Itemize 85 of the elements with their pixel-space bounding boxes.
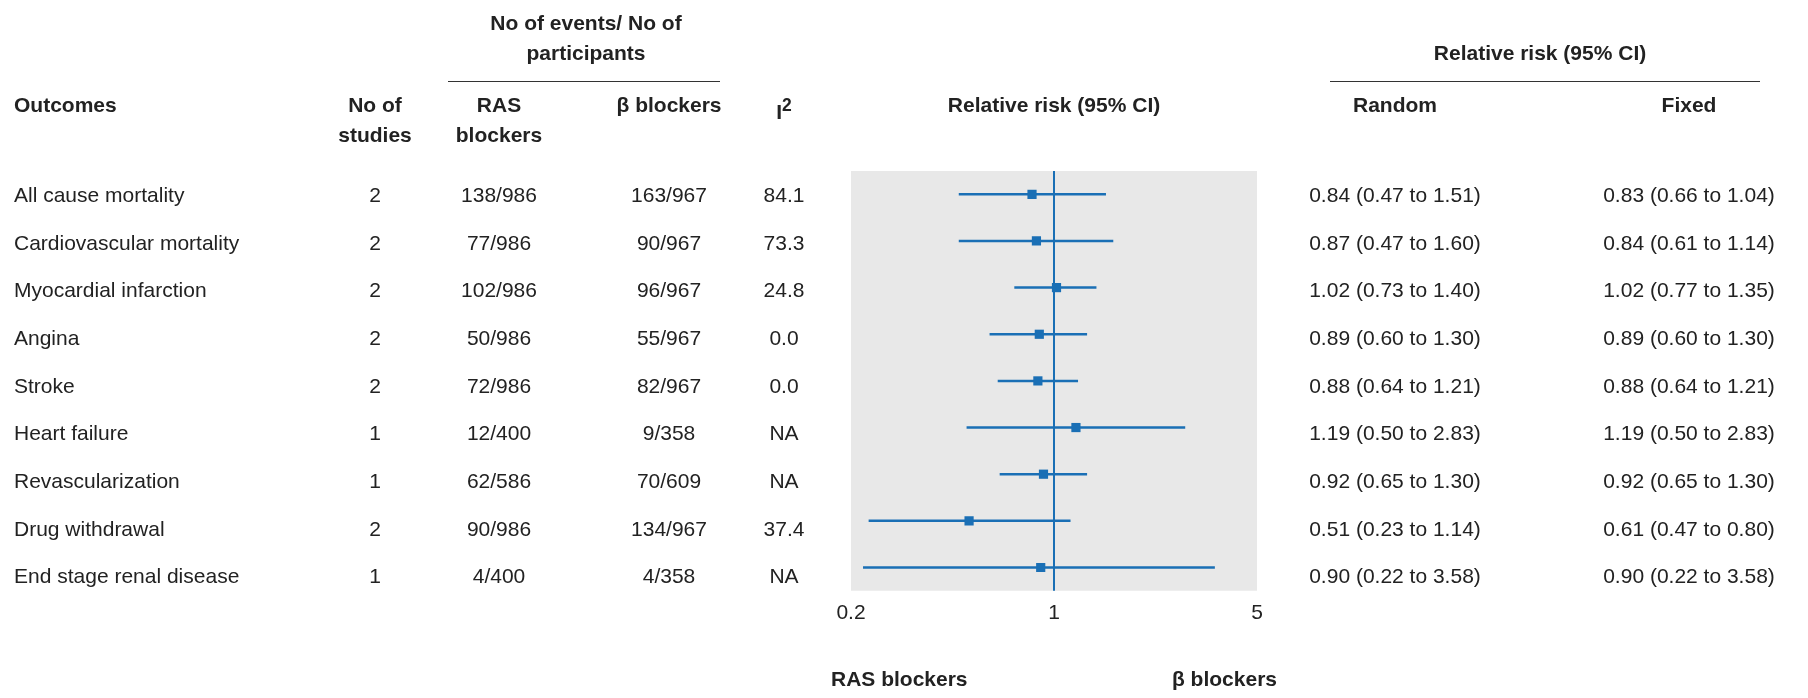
text: 62/586 xyxy=(465,468,533,494)
text: 138/986 xyxy=(460,182,538,208)
text: β blockers xyxy=(615,92,723,118)
text: Fixed xyxy=(1660,92,1718,118)
text: 55/967 xyxy=(635,325,703,351)
text: 4/358 xyxy=(641,563,697,590)
text: End stage renal disease xyxy=(14,563,240,590)
chart-title: Relative risk (95% CI) xyxy=(946,92,1162,118)
text: 72/986 xyxy=(465,372,533,399)
text: Angina xyxy=(14,325,80,351)
text: 163/967 xyxy=(630,182,708,208)
text: 0.89 (0.60 to 1.30) xyxy=(1308,325,1482,351)
text: 0.87 (0.47 to 1.60) xyxy=(1308,229,1482,256)
text: 0.61 (0.47 to 0.80) xyxy=(1602,515,1776,542)
text: Stroke xyxy=(14,372,75,399)
text: 77/986 xyxy=(465,229,533,256)
text: 1.19 (0.50 to 2.83) xyxy=(1308,420,1482,447)
text: 0.88 (0.64 to 1.21) xyxy=(1308,372,1482,399)
text: 0.84 (0.61 to 1.14) xyxy=(1602,229,1776,256)
text: 1 xyxy=(368,420,382,447)
text: 73.3 xyxy=(762,229,806,256)
point xyxy=(1034,329,1044,339)
x-tick-label: 0.2 xyxy=(836,600,866,624)
text: 2 xyxy=(368,277,382,304)
text: NA xyxy=(768,420,800,447)
text: Cardiovascular mortality xyxy=(14,229,240,256)
text: 134/967 xyxy=(630,515,708,542)
text: 1 xyxy=(368,468,382,494)
text: 12/400 xyxy=(465,420,533,447)
text: 2 xyxy=(368,372,382,399)
text: 0.92 (0.65 to 1.30) xyxy=(1602,468,1776,494)
text: Heart failure xyxy=(14,420,129,447)
point xyxy=(1027,189,1037,199)
text: 0.84 (0.47 to 1.51) xyxy=(1308,182,1482,208)
text: 90/967 xyxy=(635,229,703,256)
text: Myocardial infarction xyxy=(14,277,207,304)
text: NA xyxy=(768,468,800,494)
point xyxy=(1033,376,1043,386)
text: 70/609 xyxy=(635,468,703,494)
text: RAS blockers xyxy=(831,666,968,690)
text: NA xyxy=(768,563,800,590)
text: Revascularization xyxy=(14,468,180,494)
point xyxy=(1031,236,1042,246)
text: Random xyxy=(1352,92,1438,118)
text: 1.02 (0.77 to 1.35) xyxy=(1602,277,1776,304)
text: 0.88 (0.64 to 1.21) xyxy=(1602,372,1776,399)
text: Outcomes xyxy=(14,92,117,118)
x-tick-label: 1 xyxy=(1048,600,1060,624)
text: 4/400 xyxy=(471,563,527,590)
text: 84.1 xyxy=(762,182,806,208)
text: 90/986 xyxy=(465,515,533,542)
text: 50/986 xyxy=(465,325,533,351)
text: 0.51 (0.23 to 1.14) xyxy=(1308,515,1482,542)
text: Relative risk (95% CI) xyxy=(1432,40,1648,66)
text: 0.90 (0.22 to 3.58) xyxy=(1308,563,1482,590)
text: Drug withdrawal xyxy=(14,515,165,542)
point xyxy=(1038,469,1049,479)
text: 0.83 (0.66 to 1.04) xyxy=(1602,182,1776,208)
text: 1.02 (0.73 to 1.40) xyxy=(1308,277,1482,304)
text: 0.0 xyxy=(768,372,800,399)
text: 0.89 (0.60 to 1.30) xyxy=(1602,325,1776,351)
point xyxy=(1051,283,1062,293)
text: 37.4 xyxy=(762,515,806,542)
point xyxy=(1036,562,1046,573)
text: β blockers xyxy=(1171,666,1277,690)
text: I$^{2}$ xyxy=(775,94,793,125)
text: 1 xyxy=(368,563,382,590)
x-tick-label: 5 xyxy=(1251,600,1263,624)
text: 2 xyxy=(368,182,382,208)
text: All cause mortality xyxy=(14,182,185,208)
text: RAS blockers xyxy=(454,92,544,148)
text: 2 xyxy=(368,229,382,256)
text: No of studies xyxy=(337,92,413,148)
text: 9/358 xyxy=(641,420,697,447)
text: 82/967 xyxy=(635,372,703,399)
text: No of events/ No of participants xyxy=(489,10,683,66)
text: 1.19 (0.50 to 2.83) xyxy=(1602,420,1776,447)
text: 2 xyxy=(368,325,382,351)
text: 24.8 xyxy=(762,277,806,304)
text: 96/967 xyxy=(635,277,703,304)
text: 0.92 (0.65 to 1.30) xyxy=(1308,468,1482,494)
text: 2 xyxy=(368,515,382,542)
text: 0.90 (0.22 to 3.58) xyxy=(1602,563,1776,590)
text: 0.0 xyxy=(768,325,800,351)
text: 102/986 xyxy=(460,277,538,304)
